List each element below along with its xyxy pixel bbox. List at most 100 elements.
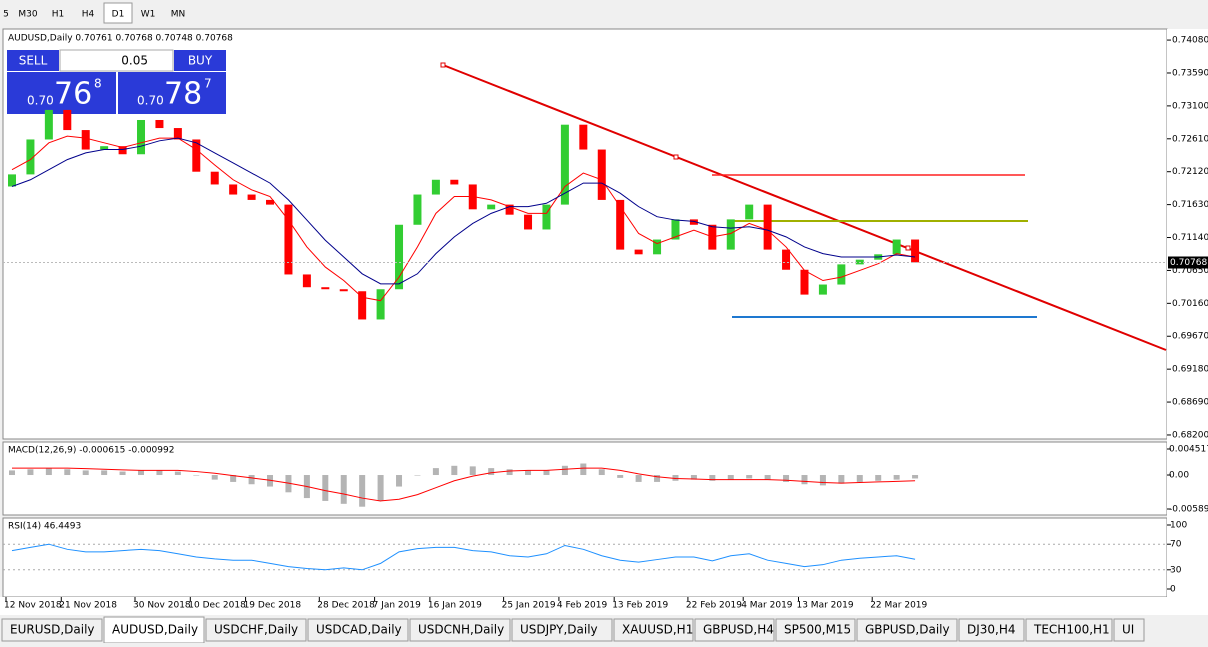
moving-average (11, 135, 916, 302)
macd-label: MACD(12,26,9) -0.000615 -0.000992 (8, 446, 174, 456)
macd-bar (359, 475, 366, 507)
x-tick-label: 22 Feb 2019 (686, 601, 742, 611)
chart-tab[interactable] (1113, 618, 1145, 642)
bid-small: 8 (94, 77, 102, 91)
macd-bar (672, 475, 679, 481)
candle-body (689, 219, 698, 225)
chart-tab[interactable] (205, 618, 307, 642)
macd-bar (746, 475, 753, 479)
chart-tab-label: USDJPY,Daily (520, 623, 598, 637)
chart-tab[interactable] (1025, 618, 1113, 642)
lot-input[interactable] (59, 49, 174, 72)
macd-bar (101, 470, 108, 476)
chart-tab[interactable] (409, 618, 511, 642)
macd-bar (709, 475, 716, 481)
sell-button[interactable] (7, 50, 59, 71)
macd-bar (690, 475, 697, 480)
y-tick-label: 0.71630 (1172, 200, 1208, 210)
candle-body (155, 119, 164, 129)
chart-tab[interactable] (775, 618, 856, 642)
macd-bar (838, 475, 845, 484)
macd-bar (635, 475, 642, 482)
bid-prefix: 0.70 (27, 94, 54, 108)
macd-bar (451, 465, 458, 476)
timeframe-button[interactable] (134, 3, 162, 23)
timeframe-button[interactable] (164, 3, 192, 23)
timeframe-button[interactable] (44, 3, 72, 23)
macd-bar (617, 475, 624, 478)
macd-bar (561, 465, 568, 476)
timeframe-button[interactable] (0, 3, 12, 23)
sell-label: SELL (19, 54, 48, 68)
chart-tab[interactable] (694, 618, 775, 642)
macd-bar (174, 471, 181, 476)
candle-body (302, 274, 311, 288)
macd-bar (64, 469, 71, 476)
macd-bar (396, 475, 403, 487)
macd-bar (469, 466, 476, 476)
rsi-line (11, 543, 916, 571)
y-tick-label: 0.74080 (1172, 36, 1208, 46)
candle-body (745, 204, 754, 220)
buy-button[interactable] (174, 50, 226, 71)
macd-bar (156, 470, 163, 476)
candle-body (505, 204, 514, 215)
macd-bar (267, 475, 274, 487)
chart-tab[interactable] (1, 618, 103, 642)
macd-bar (211, 475, 218, 480)
candle-body (892, 239, 901, 255)
macd-bar (893, 475, 900, 480)
macd-bar (912, 475, 919, 479)
x-tick-label: 13 Feb 2019 (612, 601, 668, 611)
rsi-tick-label: 0 (1170, 585, 1176, 595)
timeframe-button[interactable] (74, 3, 102, 23)
trendline-handle[interactable] (440, 62, 446, 68)
macd-bar (488, 468, 495, 476)
y-tick-label: 0.72610 (1172, 134, 1208, 144)
ask-box[interactable] (118, 72, 226, 114)
candle-body (376, 289, 385, 320)
objects (440, 62, 1167, 351)
candle-body (653, 239, 662, 255)
macd-bar (432, 468, 439, 476)
timeframe-button[interactable] (14, 3, 42, 23)
chart-tab-label: DJ30,H4 (967, 623, 1016, 637)
chart-tab-label: GBPUSD,Daily (865, 623, 950, 637)
chart-tab[interactable] (307, 618, 409, 642)
trendline-handle[interactable] (673, 154, 679, 160)
candle-body (173, 128, 182, 140)
trendline-handle[interactable] (905, 245, 911, 251)
ask-prefix: 0.70 (137, 94, 164, 108)
candle-body (44, 109, 53, 140)
chart-tab[interactable] (958, 618, 1025, 642)
trendline[interactable] (442, 64, 1167, 351)
candle-body (763, 204, 772, 250)
candle-body (634, 249, 643, 255)
chart-tab-label: USDCNH,Daily (418, 623, 504, 637)
lot-value: 0.05 (121, 54, 148, 68)
macd-tick-label: 0.00 (1169, 471, 1189, 481)
x-tick-label: 13 Mar 2019 (796, 601, 853, 611)
price-axis (1167, 29, 1208, 597)
macd-bar (727, 475, 734, 480)
bid-box[interactable] (7, 72, 116, 114)
candle-body (339, 289, 348, 292)
y-tick-label: 0.73100 (1172, 101, 1208, 111)
chart-tab[interactable] (613, 618, 694, 642)
chart-tab[interactable] (511, 618, 613, 642)
candle-body (616, 199, 625, 250)
candle-body (63, 109, 72, 131)
macd-bar (248, 475, 255, 485)
x-tick-label: 4 Mar 2019 (741, 601, 793, 611)
x-tick-label: 19 Dec 2018 (244, 601, 302, 611)
candle-body (192, 139, 201, 172)
chart-tab-label: USDCHF,Daily (214, 623, 298, 637)
candle-body (413, 194, 422, 225)
timeframe-button[interactable] (103, 2, 133, 24)
chart-tab[interactable] (856, 618, 958, 642)
candle-body (800, 269, 809, 295)
candle-body (911, 239, 920, 263)
macd-tick-label: 0.004517 (1169, 445, 1208, 455)
x-tick-label: 30 Nov 2018 (133, 601, 191, 611)
